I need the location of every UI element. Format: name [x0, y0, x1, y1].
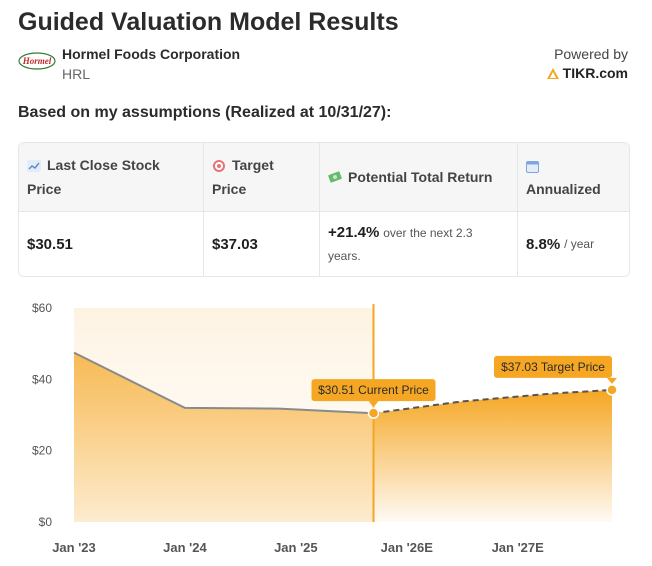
header-last-close: Last Close Stock Price [19, 143, 204, 211]
header-last-close-line2: Price [27, 181, 62, 197]
money-icon [328, 171, 342, 183]
target-price-annotation-text: $37.03 Target Price [501, 360, 605, 374]
y-tick-label: $40 [32, 372, 52, 386]
annualized-unit: / year [564, 237, 595, 251]
annualized-value: 8.8% [526, 235, 561, 253]
close-price-cell: $30.51 [19, 212, 204, 276]
header-return-label: Potential Total Return [348, 169, 493, 185]
current-price-point[interactable] [367, 407, 380, 419]
assumptions-heading: Based on my assumptions (Realized at 10/… [18, 104, 392, 121]
x-axis: Jan '23 Jan '24 Jan '25 Jan '26E Jan '27E [52, 540, 544, 555]
x-tick-label: Jan '23 [52, 540, 96, 555]
header-target: Target Price [204, 143, 320, 211]
x-tick-label: Jan '27E [492, 540, 545, 555]
return-text-1: over the next 2.3 [383, 226, 473, 240]
historical-price-area [74, 352, 374, 522]
y-tick-label: $0 [39, 515, 53, 529]
projected-price-area [373, 389, 612, 522]
valuation-table: Last Close Stock Price Target Price Potent… [18, 142, 630, 277]
current-price-annotation-text: $30.51 Current Price [318, 383, 429, 397]
x-tick-label: Jan '25 [274, 540, 318, 555]
powered-by-label: Powered by [554, 46, 628, 62]
return-text-2: years. [328, 249, 361, 263]
target-icon [213, 160, 225, 173]
logo-text: Hormel [22, 56, 52, 66]
current-price-annotation-pointer [368, 401, 379, 408]
x-tick-label: Jan '26E [381, 540, 434, 555]
close-price: $30.51 [27, 235, 73, 253]
y-tick-label: $20 [32, 444, 52, 458]
return-value: +21.4% [328, 224, 380, 241]
historical-price-line [73, 351, 374, 415]
header-return: Potential Total Return [320, 143, 518, 211]
target-price-cell: $37.03 [204, 212, 320, 276]
y-tick-label: $60 [32, 301, 52, 315]
powered-by: Powered by TIKR.com [546, 46, 628, 81]
header-last-close-line1: Last Close Stock [47, 157, 160, 173]
header-target-line2: Price [212, 181, 247, 197]
ticker-symbol: HRL [62, 66, 91, 82]
x-tick-label: Jan '24 [163, 540, 207, 555]
tikr-logo-icon [546, 67, 559, 79]
current-price-annotation-box [311, 379, 436, 402]
y-axis: $0 $20 $40 $60 [32, 301, 52, 529]
valuation-chart: $0 $20 $40 $60 Jan '23 Jan '24 Jan '25 Jan '26… [32, 301, 618, 555]
company-logo: Hormel [18, 52, 56, 70]
target-price-annotation-box [494, 355, 612, 378]
page-title: Guided Valuation Model Results [18, 8, 399, 36]
header-annualized: Annualized [518, 143, 629, 211]
tikr-link[interactable]: TIKR.com [546, 65, 628, 81]
table-header-row: Last Close Stock Price Target Price Potent… [19, 143, 629, 212]
annualized-cell: 8.8% / year [518, 212, 629, 276]
current-price-annotation: $30.51 Current Price [311, 379, 436, 408]
header-target-line1: Target [232, 157, 274, 173]
table-value-row: $30.51 $37.03 +21.4% over the next 2.3 y… [19, 212, 629, 276]
projected-price-line [373, 388, 613, 415]
header-annualized-label: Annualized [526, 181, 601, 197]
line-chart-icon [27, 160, 41, 173]
target-price-annotation-pointer [607, 377, 617, 384]
tikr-brand-text: TIKR.com [562, 65, 628, 81]
calendar-icon [526, 160, 539, 173]
return-cell: +21.4% over the next 2.3 years. [320, 212, 518, 276]
target-price-annotation: $37.03 Target Price [494, 355, 617, 384]
company-name: Hormel Foods Corporation [62, 46, 241, 62]
target-price-point[interactable] [606, 384, 618, 396]
target-price: $37.03 [212, 235, 258, 253]
